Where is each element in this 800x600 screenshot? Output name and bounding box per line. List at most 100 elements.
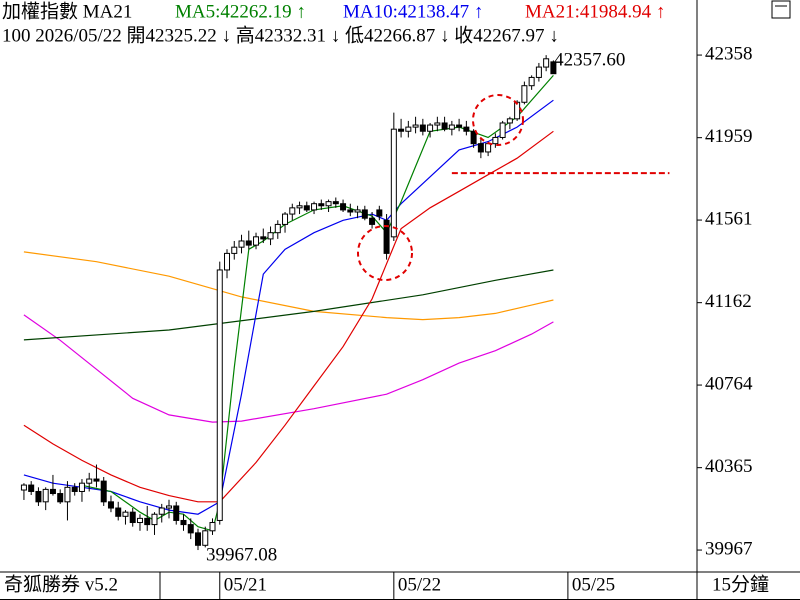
candle-body bbox=[485, 143, 492, 153]
candle-body bbox=[354, 209, 361, 213]
candle-body bbox=[86, 478, 93, 484]
candle-body bbox=[412, 124, 419, 128]
ma-readout: MA21:41984.94 ↑ bbox=[525, 1, 665, 22]
candle-body bbox=[28, 484, 35, 492]
candle-body bbox=[325, 201, 332, 207]
candle-body bbox=[390, 128, 397, 238]
candle-body bbox=[231, 246, 238, 254]
candle-body bbox=[129, 511, 136, 524]
price-label: 39967.08 bbox=[206, 544, 277, 565]
candle-body bbox=[477, 143, 484, 153]
x-tick-label: 05/25 bbox=[572, 574, 615, 595]
ma-readout: MA5:42262.19 ↑ bbox=[175, 1, 306, 22]
candle-body bbox=[100, 480, 107, 503]
candle-body bbox=[173, 505, 180, 521]
plot-area: 42357.60 39967.08 bbox=[20, 50, 670, 565]
ma-line bbox=[23, 251, 554, 321]
candle-body bbox=[238, 240, 245, 248]
candle-body bbox=[195, 532, 202, 546]
ma-readout: MA10:42138.47 ↑ bbox=[343, 1, 483, 22]
candle-body bbox=[71, 486, 78, 492]
candle-body bbox=[253, 236, 260, 246]
ma-line bbox=[23, 99, 554, 515]
candle-body bbox=[506, 118, 513, 124]
candle-body bbox=[49, 488, 56, 495]
candle-body bbox=[448, 124, 455, 130]
candle-body bbox=[340, 203, 347, 211]
candle-body bbox=[35, 490, 42, 503]
highlight-circle bbox=[357, 225, 413, 281]
footer-left: 奇狐勝券 v5.2 bbox=[4, 573, 118, 595]
candle-body bbox=[165, 505, 172, 509]
candle-body bbox=[187, 524, 194, 534]
candle-body bbox=[535, 66, 542, 78]
candle-body bbox=[369, 217, 376, 225]
candle-body bbox=[456, 124, 463, 128]
candle-body bbox=[224, 252, 231, 271]
candle-body bbox=[151, 513, 158, 526]
y-tick-label: 40764 bbox=[705, 373, 753, 394]
candle-body bbox=[158, 507, 165, 515]
candle-body bbox=[274, 223, 281, 234]
ma-line bbox=[23, 269, 554, 341]
chart-title: 加權指數 MA21 bbox=[2, 0, 132, 22]
candle-body bbox=[78, 482, 85, 492]
candle-body bbox=[122, 511, 129, 517]
candle-body bbox=[441, 122, 448, 130]
candle-body bbox=[202, 530, 209, 546]
highlight-circle bbox=[472, 94, 524, 146]
candle-body bbox=[260, 236, 267, 240]
y-tick-label: 39967 bbox=[705, 538, 753, 559]
y-tick-label: 41162 bbox=[705, 291, 752, 312]
candle-body bbox=[311, 203, 318, 211]
candle-body bbox=[216, 269, 223, 521]
candle-body bbox=[107, 501, 114, 509]
y-tick-label: 41959 bbox=[705, 126, 753, 147]
candle-body bbox=[383, 219, 390, 254]
candle-body bbox=[528, 76, 535, 87]
info-line: 100 2026/05/22 開42325.22 ↓ 高42332.31 ↓ 低… bbox=[2, 24, 559, 46]
candle-body bbox=[42, 488, 49, 503]
candle-body bbox=[470, 130, 477, 145]
candle-body bbox=[282, 213, 289, 225]
candle-body bbox=[521, 85, 528, 103]
candle-body bbox=[376, 209, 383, 217]
candle-body bbox=[499, 122, 506, 138]
candle-body bbox=[20, 484, 27, 491]
candle-body bbox=[115, 507, 122, 517]
y-tick-label: 41561 bbox=[705, 208, 753, 229]
candle-body bbox=[64, 486, 71, 503]
candle-body bbox=[318, 203, 325, 207]
candle-body bbox=[550, 61, 557, 75]
candle-body bbox=[267, 232, 274, 240]
candle-body bbox=[361, 209, 368, 219]
y-tick-label: 42358 bbox=[705, 43, 753, 64]
y-tick-label: 40365 bbox=[705, 456, 753, 477]
candle-body bbox=[427, 124, 434, 132]
candle-body bbox=[398, 128, 405, 132]
candle-body bbox=[514, 101, 521, 120]
candle-body bbox=[289, 207, 296, 215]
x-tick-label: 05/21 bbox=[224, 574, 267, 595]
window-icon[interactable] bbox=[771, 0, 791, 19]
ma-line bbox=[23, 314, 554, 423]
price-label: 42357.60 bbox=[554, 50, 625, 71]
ma-line bbox=[23, 130, 554, 503]
x-tick-label: 05/22 bbox=[398, 574, 441, 595]
candle-body bbox=[57, 493, 64, 503]
candle-body bbox=[492, 136, 499, 145]
candle-body bbox=[347, 209, 354, 213]
candle-body bbox=[419, 124, 426, 132]
candle-body bbox=[180, 519, 187, 526]
candle-body bbox=[245, 240, 252, 246]
ma-line bbox=[81, 75, 554, 532]
candle-body bbox=[144, 517, 151, 526]
candle-body bbox=[463, 126, 470, 132]
candle-body bbox=[434, 122, 441, 126]
candle-body bbox=[303, 205, 310, 211]
candle-body bbox=[543, 58, 550, 68]
candle-body bbox=[209, 522, 216, 532]
footer-right: 15分鐘 bbox=[712, 573, 769, 595]
candle-body bbox=[405, 126, 412, 132]
